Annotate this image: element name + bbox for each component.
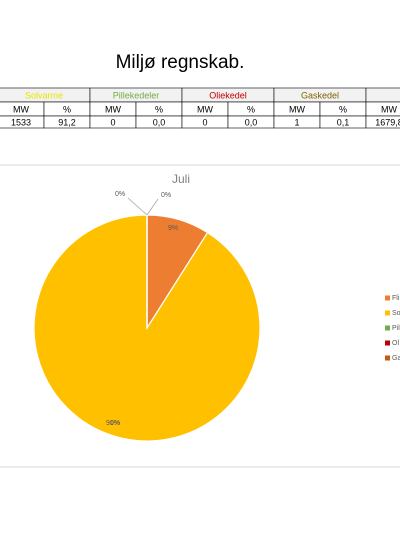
subheader: % — [155, 104, 163, 114]
legend-swatch — [385, 325, 390, 331]
data-label: 9% — [168, 225, 178, 232]
subheader: % — [247, 104, 255, 114]
cell-value: 0 — [202, 117, 207, 127]
leader-line — [146, 198, 159, 216]
cell-value: 91,2 — [58, 117, 76, 127]
group-label: Gaskedel — [301, 90, 339, 100]
subheader: MW — [197, 104, 213, 114]
cell-value: 1679,8 — [375, 117, 400, 127]
legend-label: Fli — [392, 295, 400, 302]
legend-swatch — [385, 355, 390, 361]
subheader: MW — [381, 104, 397, 114]
subheader: MW — [13, 104, 29, 114]
legend-swatch — [385, 340, 390, 346]
page-title: Miljø regnskab. — [116, 52, 245, 73]
data-label: 0% — [115, 191, 125, 198]
subheader: MW — [105, 104, 121, 114]
cell-value: 0 — [110, 117, 115, 127]
data-label: 91% — [106, 420, 120, 427]
legend-label: Ol — [392, 340, 399, 347]
data-label: 0% — [110, 420, 120, 427]
group-label: Pillekedeler — [113, 90, 160, 100]
legend-swatch — [385, 310, 390, 316]
subheader: MW — [289, 104, 305, 114]
cell-value: 1 — [294, 117, 299, 127]
legend-swatch — [385, 295, 390, 301]
chart-title: Juli — [172, 172, 190, 186]
group-label: Solvarme — [25, 90, 63, 100]
cell-value: 0,0 — [245, 117, 258, 127]
subheader: % — [63, 104, 71, 114]
legend-label: Pil — [392, 325, 400, 332]
cell — [365, 115, 400, 129]
cell-value: 0,1 — [337, 117, 350, 127]
data-label: 0% — [161, 192, 171, 199]
legend-label: So — [392, 310, 400, 317]
subheader: % — [339, 104, 347, 114]
group-label: Oliekedel — [209, 90, 247, 100]
legend-label: Ga — [392, 355, 400, 362]
cell-value: 0,0 — [153, 117, 166, 127]
cell-value: 1533 — [11, 117, 31, 127]
leader-line — [127, 197, 148, 216]
header-cell — [365, 87, 400, 103]
